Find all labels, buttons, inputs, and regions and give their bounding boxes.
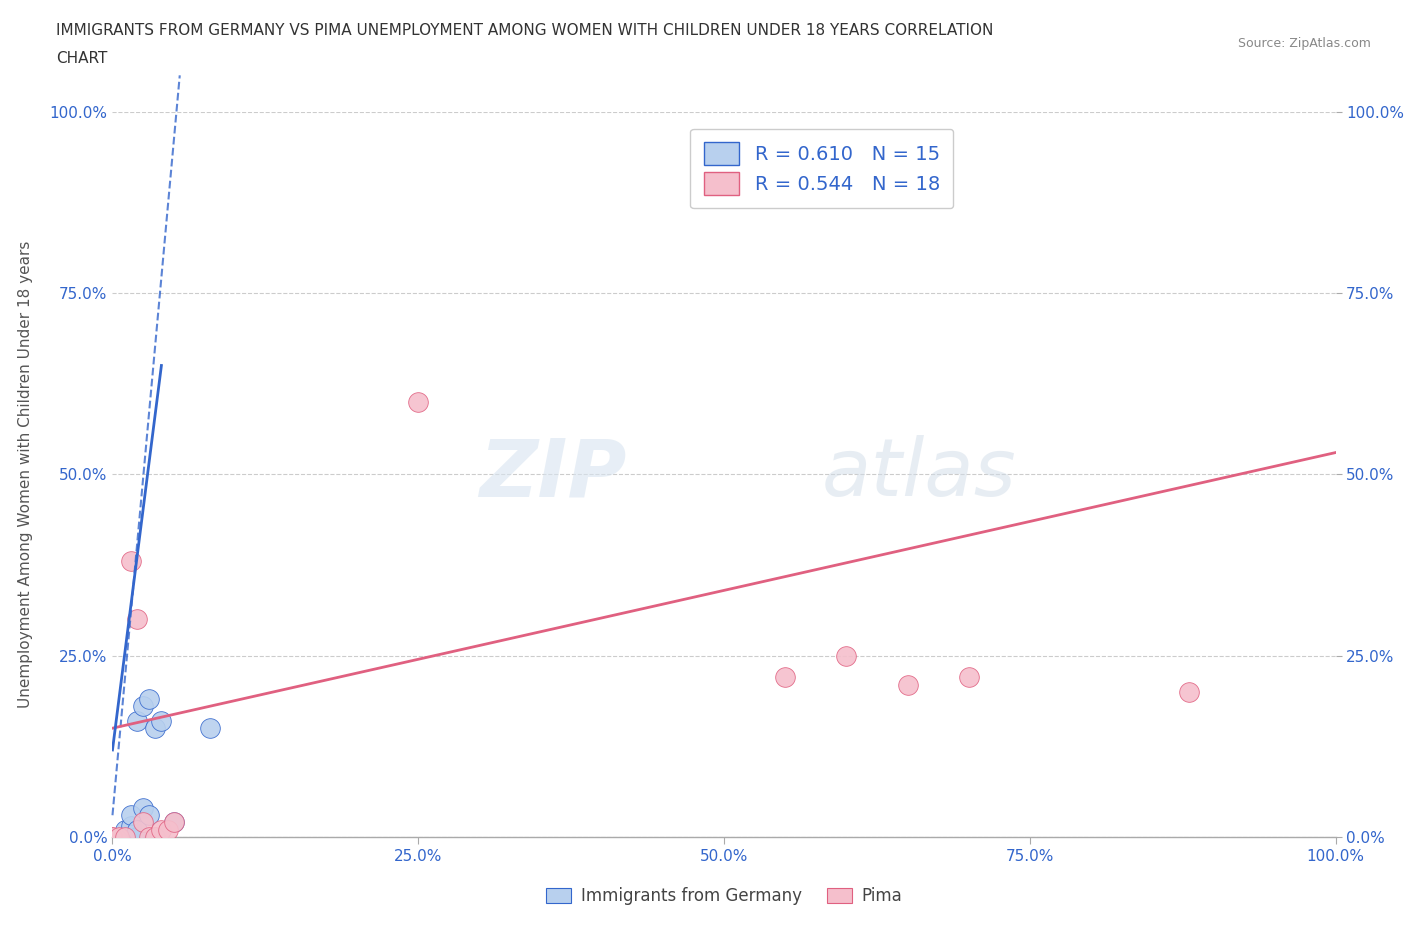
Point (125, 830, 148, 844)
Point (163, 815, 186, 830)
Point (138, 830, 160, 844)
Point (1178, 684, 1201, 699)
Point (120, 808, 142, 823)
Point (150, 713, 173, 728)
Point (408, 394, 430, 409)
Point (156, 822, 179, 837)
Point (132, 699, 155, 714)
Point (143, 830, 166, 844)
Point (125, 612, 148, 627)
Point (132, 801, 155, 816)
Text: Source: ZipAtlas.com: Source: ZipAtlas.com (1237, 37, 1371, 50)
Text: atlas: atlas (823, 435, 1017, 513)
Point (114, 822, 136, 837)
Point (835, 648, 858, 663)
Point (957, 670, 980, 684)
Point (120, 554, 142, 569)
Point (775, 670, 797, 684)
Point (150, 822, 173, 837)
Point (114, 830, 136, 844)
Point (132, 815, 155, 830)
Text: ZIP: ZIP (479, 435, 626, 513)
Point (101, 830, 124, 844)
Point (125, 822, 148, 837)
Point (125, 713, 148, 728)
Y-axis label: Unemployment Among Women with Children Under 18 years: Unemployment Among Women with Children U… (18, 241, 32, 708)
Point (101, 830, 124, 844)
Text: IMMIGRANTS FROM GERMANY VS PIMA UNEMPLOYMENT AMONG WOMEN WITH CHILDREN UNDER 18 : IMMIGRANTS FROM GERMANY VS PIMA UNEMPLOY… (56, 23, 994, 38)
Point (143, 721, 166, 736)
Point (107, 830, 129, 844)
Legend: Immigrants from Germany, Pima: Immigrants from Germany, Pima (538, 881, 910, 912)
Point (200, 721, 222, 736)
Point (138, 692, 160, 707)
Point (120, 818, 142, 833)
Point (897, 677, 920, 692)
Point (114, 830, 136, 844)
Point (138, 808, 160, 823)
Text: CHART: CHART (56, 51, 108, 66)
Point (163, 815, 186, 830)
